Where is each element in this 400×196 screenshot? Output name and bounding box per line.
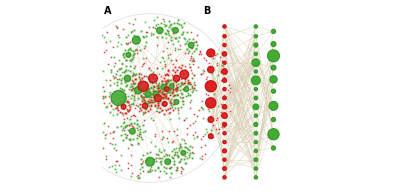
Circle shape [254,35,258,38]
Circle shape [223,61,226,64]
Circle shape [181,151,186,155]
Circle shape [207,49,215,57]
Circle shape [138,81,148,91]
Circle shape [142,103,148,109]
Circle shape [223,176,226,179]
Circle shape [126,53,131,57]
Circle shape [135,87,142,94]
Circle shape [271,65,276,70]
Circle shape [111,91,126,105]
Circle shape [165,159,170,164]
Circle shape [66,14,234,182]
Circle shape [149,74,157,83]
Circle shape [270,76,277,83]
Circle shape [223,167,226,170]
Circle shape [208,117,214,122]
Circle shape [222,113,227,118]
Text: B: B [203,6,210,16]
Circle shape [254,96,258,100]
Circle shape [174,100,179,104]
Circle shape [254,158,258,162]
Circle shape [121,104,126,109]
Circle shape [124,75,131,82]
Circle shape [205,81,216,92]
Circle shape [153,91,159,97]
Circle shape [162,102,167,106]
Circle shape [252,76,260,85]
Circle shape [130,129,135,134]
Circle shape [223,35,226,38]
Circle shape [272,118,276,122]
Circle shape [154,94,161,102]
Circle shape [269,102,278,110]
Circle shape [252,59,260,66]
Circle shape [254,132,258,135]
Circle shape [268,129,279,140]
Circle shape [222,105,227,109]
Circle shape [184,87,189,92]
Circle shape [268,50,279,62]
Circle shape [223,96,226,100]
Circle shape [222,78,226,82]
Circle shape [180,70,189,79]
Circle shape [222,69,227,74]
Circle shape [223,88,226,91]
Circle shape [254,149,258,152]
Circle shape [254,25,258,28]
Circle shape [222,122,226,126]
Circle shape [223,132,226,135]
Circle shape [173,75,180,82]
Circle shape [222,52,227,56]
Circle shape [161,84,166,90]
Circle shape [223,44,226,47]
Circle shape [145,91,151,97]
Circle shape [208,66,214,73]
Circle shape [222,149,226,153]
Circle shape [169,84,174,89]
Circle shape [254,52,258,55]
Circle shape [164,87,169,92]
Circle shape [188,42,194,48]
Circle shape [254,122,258,126]
Circle shape [208,134,213,139]
Circle shape [146,157,154,166]
Text: A: A [104,6,112,16]
Circle shape [132,36,140,44]
Circle shape [272,146,276,150]
Circle shape [254,114,258,117]
Circle shape [254,70,258,73]
Circle shape [223,25,226,28]
Circle shape [271,42,276,46]
Circle shape [254,141,258,144]
Circle shape [254,167,258,170]
Circle shape [272,89,276,93]
Circle shape [173,28,178,33]
Circle shape [253,104,259,110]
Circle shape [272,29,276,33]
Circle shape [254,176,258,179]
Circle shape [254,43,258,47]
Circle shape [206,98,216,108]
Circle shape [157,27,163,34]
Circle shape [223,158,226,161]
Circle shape [223,141,226,144]
Circle shape [254,88,258,91]
